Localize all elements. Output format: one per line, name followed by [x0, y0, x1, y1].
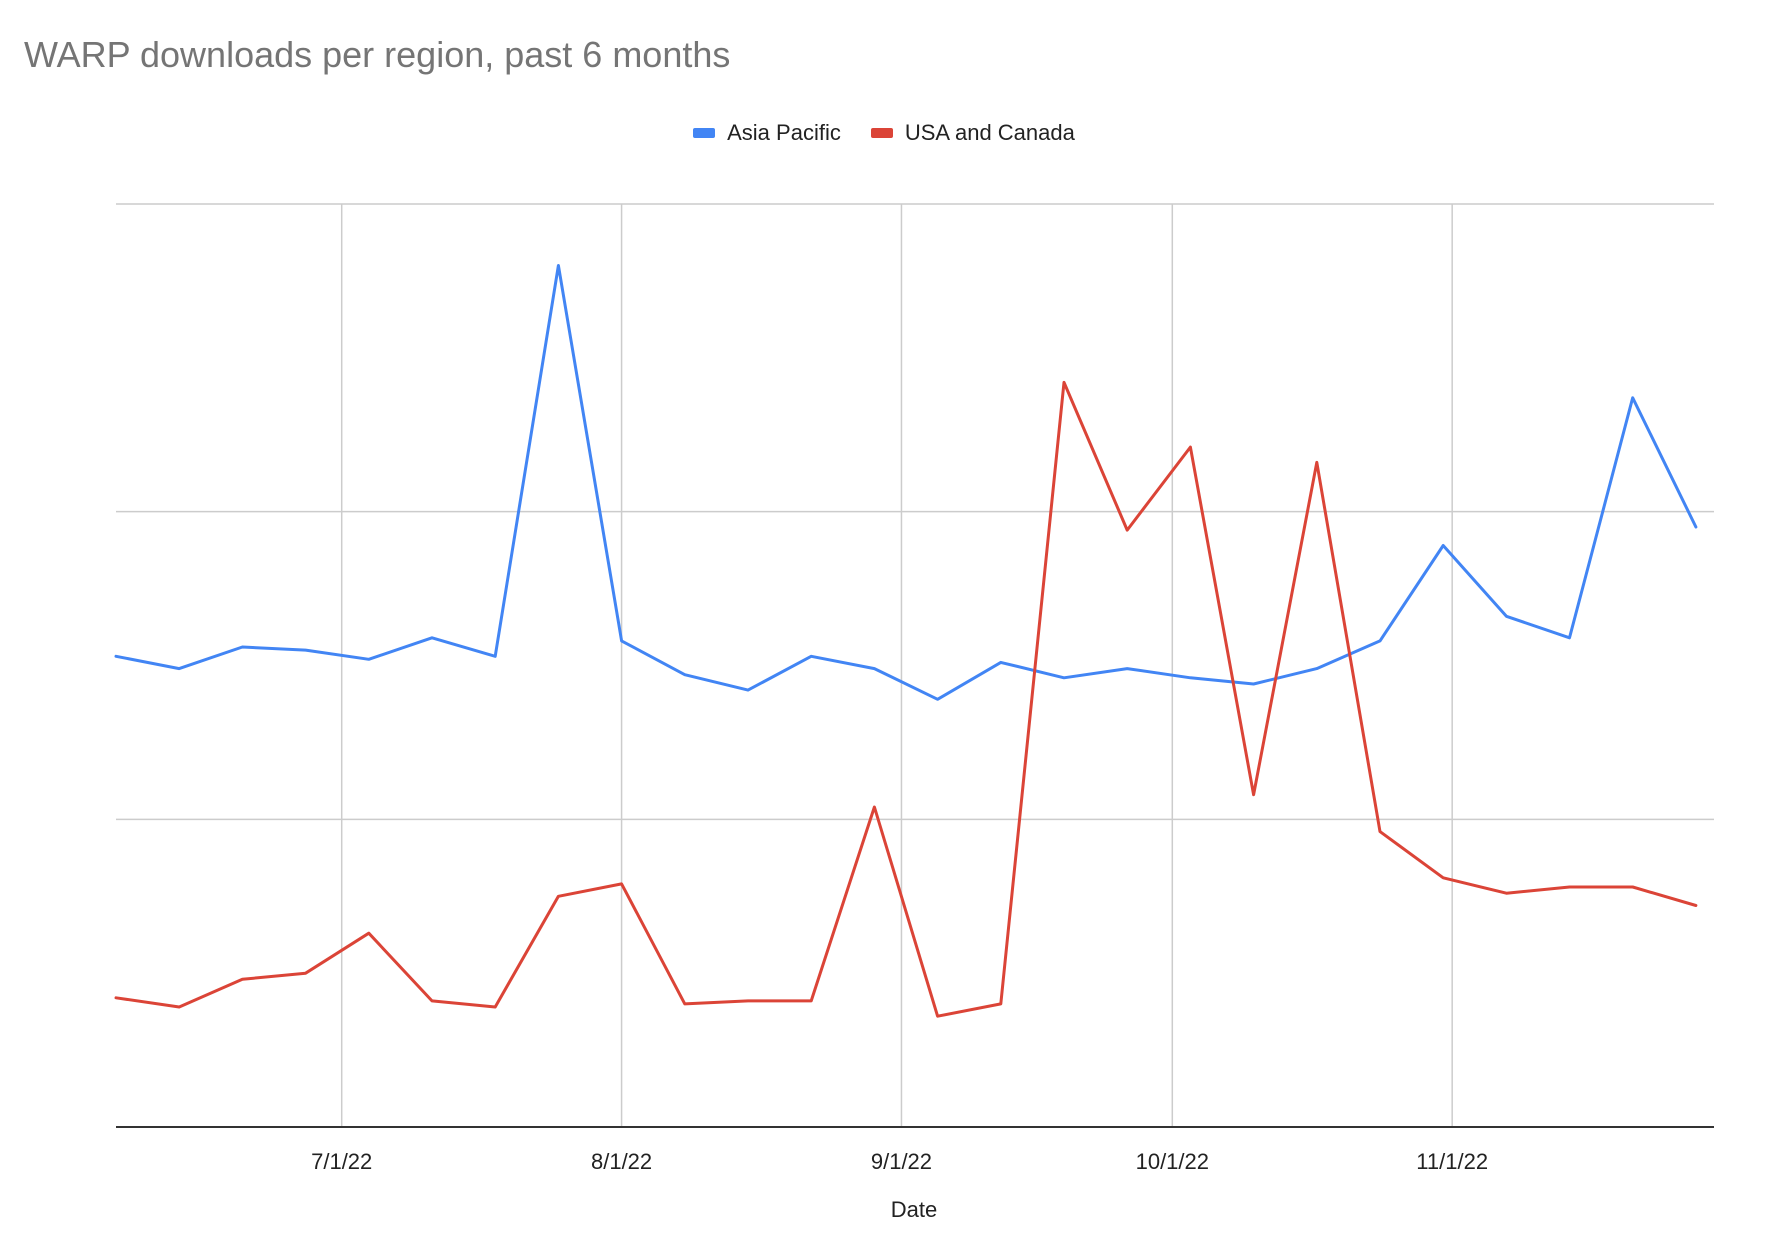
grid-layer	[116, 203, 1714, 1127]
chart-title: WARP downloads per region, past 6 months	[24, 34, 731, 75]
series-layer	[114, 264, 1698, 1018]
legend-item-asia-pacific[interactable]: Asia Pacific	[693, 120, 841, 146]
legend-swatch-asia-pacific	[693, 128, 716, 138]
legend-swatch-usa-canada	[870, 128, 893, 138]
legend-label-asia-pacific: Asia Pacific	[727, 120, 841, 145]
x-tick-label: 9/1/22	[871, 1149, 932, 1174]
x-tick-label: 11/1/22	[1416, 1149, 1488, 1174]
series-line-usa-canada[interactable]	[114, 380, 1698, 1018]
x-axis-title: Date	[891, 1197, 937, 1222]
x-tick-label: 7/1/22	[311, 1149, 372, 1174]
legend: Asia Pacific USA and Canada	[0, 120, 1768, 146]
x-tick-label: 10/1/22	[1136, 1149, 1209, 1174]
legend-item-usa-canada[interactable]: USA and Canada	[870, 120, 1075, 146]
x-tick-label: 8/1/22	[591, 1149, 652, 1174]
legend-label-usa-canada: USA and Canada	[904, 120, 1075, 145]
series-line-asia-pacific[interactable]	[114, 264, 1698, 701]
axis-layer: 7/1/22 8/1/22 9/1/22 10/1/22 11/1/22	[116, 1126, 1714, 1174]
